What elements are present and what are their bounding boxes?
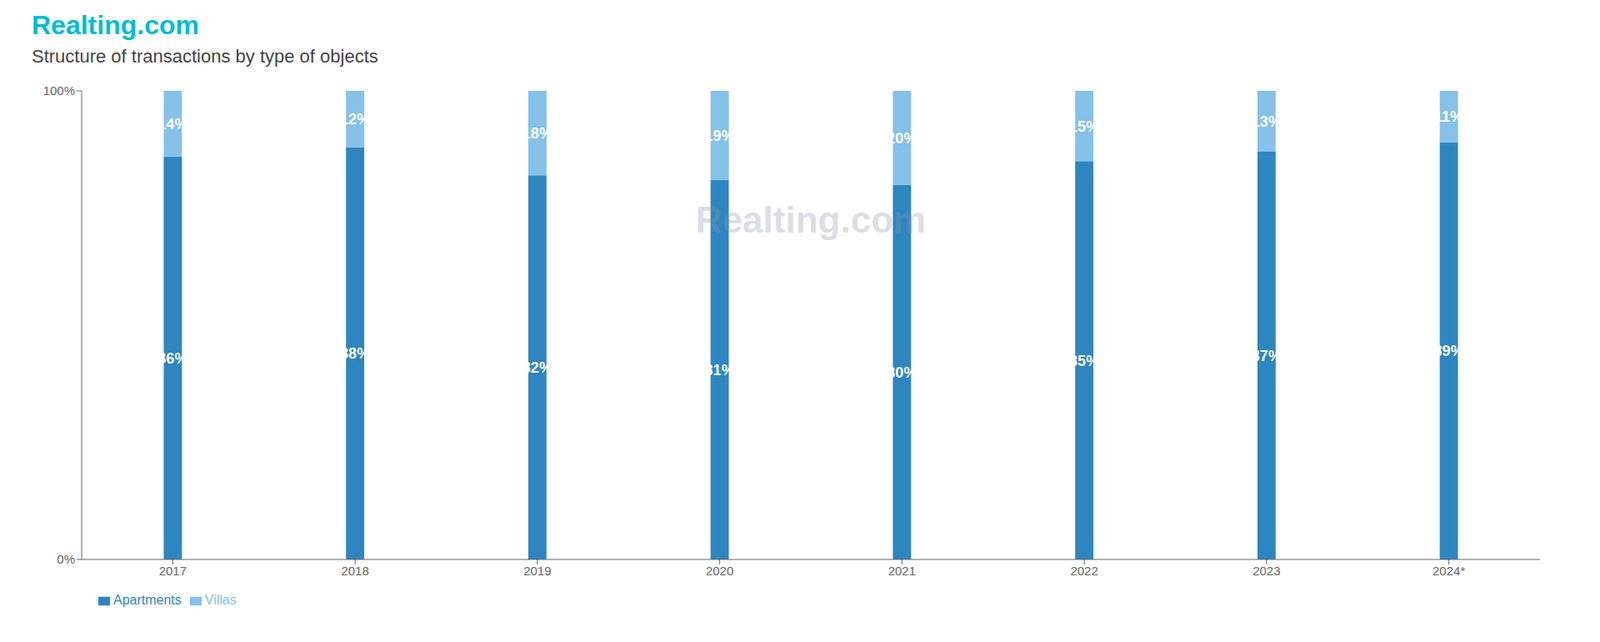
svg-text:2022: 2022 <box>1070 563 1098 578</box>
svg-text:15%: 15% <box>1069 118 1100 135</box>
svg-text:2019: 2019 <box>523 563 551 578</box>
svg-text:80%: 80% <box>886 364 917 381</box>
svg-text:20%: 20% <box>886 130 917 147</box>
svg-text:85%: 85% <box>1069 352 1100 370</box>
svg-text:0%: 0% <box>56 551 75 566</box>
svg-text:81%: 81% <box>705 361 735 379</box>
svg-text:88%: 88% <box>340 345 370 362</box>
svg-text:2018: 2018 <box>340 563 369 578</box>
svg-text:11%: 11% <box>1434 108 1464 125</box>
svg-text:19%: 19% <box>705 127 735 145</box>
html-text:Realting.com: Realting.com <box>31 10 200 40</box>
svg-text:2024*: 2024* <box>1432 563 1465 578</box>
svg-text:100%: 100% <box>43 83 75 98</box>
svg-text:87%: 87% <box>1251 347 1282 365</box>
svg-text:89%: 89% <box>1434 342 1465 360</box>
svg-text:18%: 18% <box>522 125 553 142</box>
svg-text:2023: 2023 <box>1252 563 1280 578</box>
svg-text:13%: 13% <box>1251 113 1282 130</box>
svg-text:12%: 12% <box>340 110 370 128</box>
html-text:Realting.com: Realting.com <box>695 199 926 240</box>
svg-text:2021: 2021 <box>888 563 916 578</box>
html-text:Structure of transactions by t: Structure of transactions by type of obj… <box>31 45 379 67</box>
svg-text:2020: 2020 <box>705 563 734 578</box>
svg-text:86%: 86% <box>157 350 188 367</box>
html-text:Villas: Villas <box>204 592 237 607</box>
svg-text:14%: 14% <box>157 115 188 133</box>
html-text:Apartments: Apartments <box>113 592 182 607</box>
svg-text:82%: 82% <box>522 359 553 376</box>
svg-text:2017: 2017 <box>159 563 187 578</box>
